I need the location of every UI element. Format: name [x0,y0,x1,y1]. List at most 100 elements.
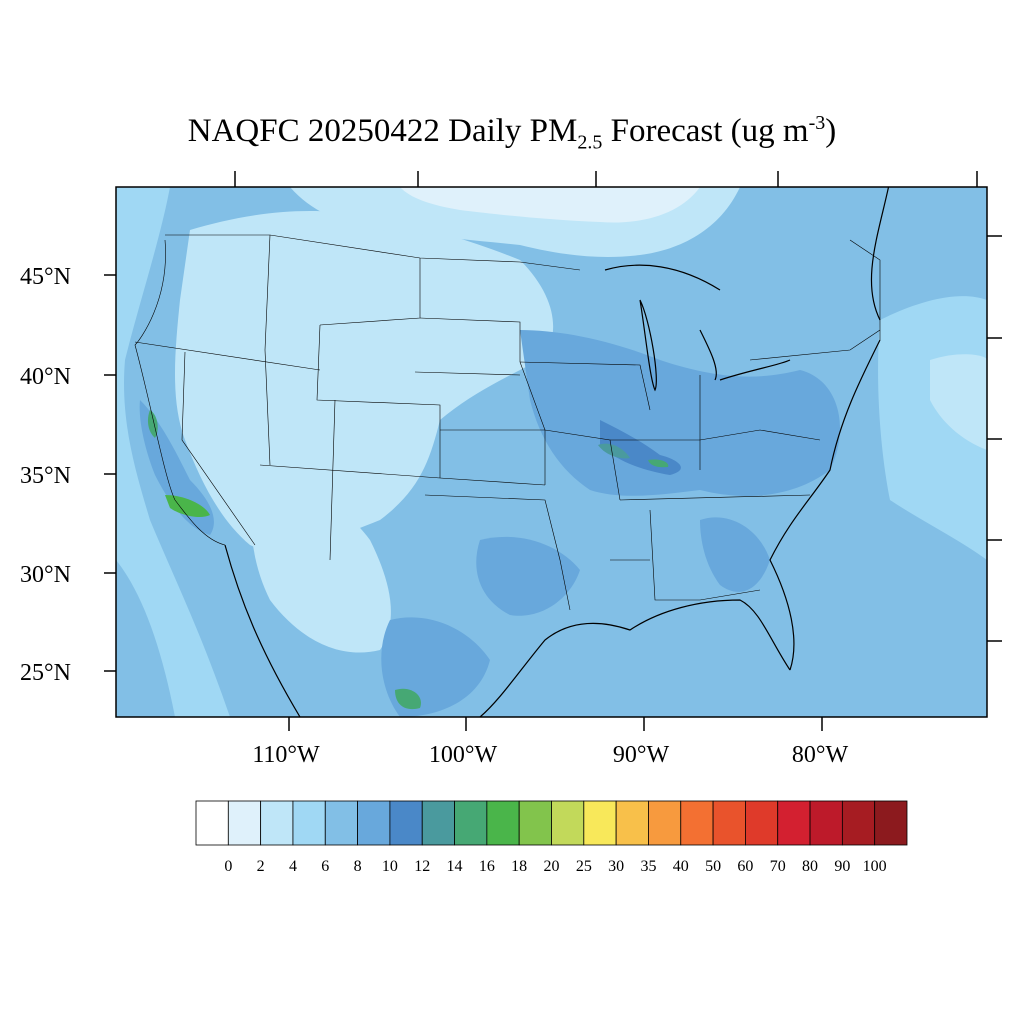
colorbar-swatch [421,800,455,846]
map-frame [115,186,988,718]
az-nm-border [259,464,546,486]
colorbar-label: 2 [257,858,265,875]
colorbar-swatch [874,800,908,846]
colorbar-swatch [324,800,358,846]
colorbar-label: 40 [673,858,689,875]
colorbar-swatch [227,800,262,846]
colorbar-swatch [357,800,391,846]
new-england-border [849,239,881,340]
colorbar-label: 20 [544,858,560,875]
title-subscript: 2.5 [577,131,603,154]
colorbar-label: 4 [289,858,297,875]
field-valley-high [147,410,158,438]
colorbar-swatch [195,800,229,846]
colorbar-swatch [486,800,520,846]
ky-tn-border [610,429,821,441]
colorbar-label: 35 [640,858,656,875]
lon-label: 80°W [792,742,849,768]
colorbar-label: 30 [608,858,624,875]
lon-labels: 110°W 100°W 90°W 80°W [252,742,848,768]
colorbar-label: 50 [705,858,721,875]
colorbar-label: 0 [224,858,232,875]
colorbar-label: 6 [321,858,329,875]
lake-superior [604,264,721,291]
lat-label: 35°N [20,463,71,489]
map-title: NAQFC 20250422 Daily PM2.5 Forecast (ug … [0,112,1024,155]
colorbar-swatch [292,800,326,846]
ia-border [519,361,651,411]
lat-labels: 45°N 40°N 35°N 30°N 25°N [20,264,71,686]
colorbar-swatch [648,800,682,846]
colorbar [195,800,908,846]
pa-ny-border [749,329,881,361]
colorbar-swatch [551,800,585,846]
field-pacific-south [116,560,175,717]
field-ohio-high [648,459,669,468]
field-california [139,400,214,535]
ne-border [414,371,521,376]
id-border [264,234,271,466]
lake-erie [719,359,791,381]
lake-michigan [639,299,657,392]
title-close: ) [825,113,837,149]
colorbar-swatch [260,800,294,846]
colorbar-label: 100 [863,858,887,875]
ok-tx-border [424,494,571,611]
lon-label: 90°W [613,742,670,768]
wy-co-border [316,324,441,478]
colorbar-swatch [712,800,746,846]
colorbar-label: 90 [834,858,850,875]
lat-label: 45°N [20,264,71,290]
title-main: NAQFC 20250422 Daily PM [187,113,578,149]
state-boundaries [134,234,881,611]
or-border [134,341,321,371]
colorbar-label: 8 [354,858,362,875]
maine-coast [870,187,890,321]
lon-label: 110°W [252,742,320,768]
az-nm-vert [329,399,336,561]
field-midwest [520,330,840,496]
field-texas [476,536,580,616]
colorbar-label: 14 [447,858,463,875]
field-atlantic-light [930,354,987,450]
title-superscript: -3 [808,112,826,134]
field-socal-high [165,495,210,518]
colorbar-swatch [583,800,617,846]
colorbar-label: 12 [414,858,430,875]
colorbar-swatch [680,800,714,846]
lat-label: 25°N [20,660,71,686]
ca-nv-border [181,351,256,546]
colorbar-label: 80 [802,858,818,875]
colorbar-label: 18 [511,858,527,875]
lat-label: 40°N [20,364,71,390]
colorbar-label: 10 [382,858,398,875]
field-georgia [700,517,770,592]
lon-label: 100°W [429,742,498,768]
field-canada-light [400,187,700,223]
map-field [116,187,987,717]
tn-south-border [619,494,811,501]
axis-ticks [104,171,1002,731]
colorbar-swatch [777,800,811,846]
colorbar-swatch [518,800,552,846]
field-southwest [251,470,391,653]
colorbar-swatch [841,800,876,846]
field-mexico-high [395,688,421,710]
colorbar-label: 25 [576,858,592,875]
field-pacific [116,187,230,717]
coastlines [224,187,890,717]
atlantic-coast [769,339,881,671]
deep-south-borders [649,509,761,601]
colorbar-swatch [809,800,843,846]
colorbar-swatch [389,800,423,846]
colorbar-swatch [615,800,649,846]
colorbar-swatch [745,800,779,846]
gulf-coast [479,599,791,717]
colorbar-label: 70 [770,858,786,875]
colorbar-label: 16 [479,858,495,875]
title-rest: Forecast (ug m [602,113,809,149]
baja-coast [224,544,301,717]
pacific-coast [134,239,226,546]
colorbar-swatch [454,800,488,846]
